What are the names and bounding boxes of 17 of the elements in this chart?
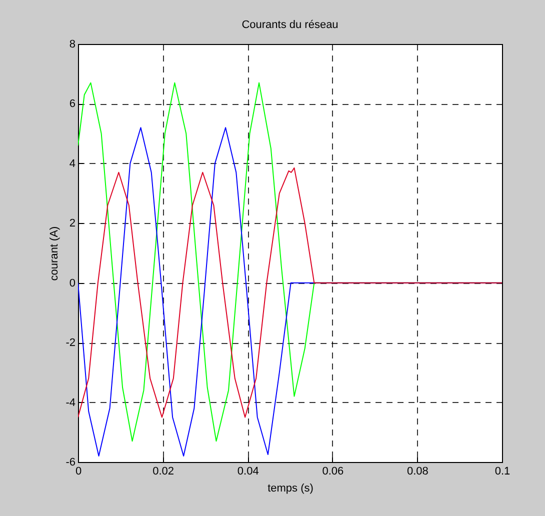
y-tick-label: 8 bbox=[69, 38, 76, 50]
x-tick-label: 0.06 bbox=[322, 466, 344, 478]
y-axis-title: courant (A) bbox=[48, 226, 61, 281]
y-tick-label: -2 bbox=[66, 337, 76, 350]
chart-title: Courants du réseau bbox=[242, 19, 338, 31]
x-axis-title: temps (s) bbox=[268, 482, 314, 494]
y-tick-label: 4 bbox=[69, 158, 76, 170]
x-tick-label: 0.02 bbox=[152, 466, 174, 478]
line-series bbox=[78, 167, 502, 418]
x-tick-label: 0.1 bbox=[494, 466, 510, 478]
y-tick-label: 6 bbox=[69, 98, 76, 110]
y-tick-label: -6 bbox=[66, 456, 76, 468]
y-tick-label: 0 bbox=[69, 277, 76, 290]
x-tick-label: 0.08 bbox=[406, 466, 428, 478]
y-tick-label: -4 bbox=[66, 396, 76, 409]
x-tick-label: 0.04 bbox=[237, 466, 259, 478]
y-tick-label: 2 bbox=[69, 218, 76, 230]
